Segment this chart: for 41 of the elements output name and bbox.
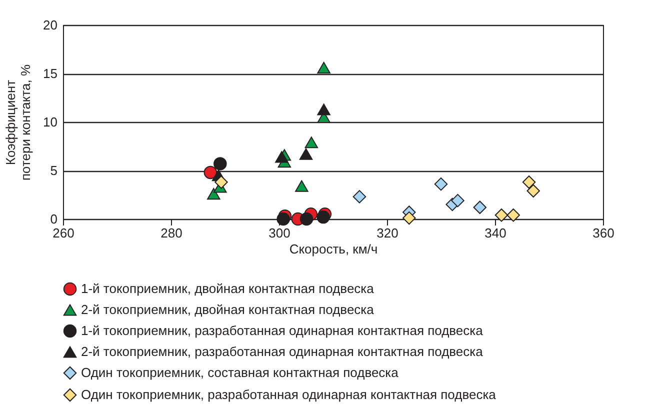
point	[451, 194, 464, 208]
point	[275, 151, 288, 163]
point	[299, 148, 313, 160]
point	[214, 157, 227, 170]
point	[316, 210, 330, 224]
point	[300, 212, 314, 226]
point	[506, 208, 520, 222]
legend-label: 1-й токоприемник, двойная контактная подвеска	[81, 281, 375, 296]
x-tick-label: 340	[484, 226, 506, 240]
point	[207, 188, 220, 200]
x-tick-label: 300	[268, 226, 290, 240]
point	[304, 136, 318, 148]
point	[352, 190, 366, 204]
point	[526, 184, 540, 198]
point	[434, 177, 448, 191]
y-tick-label: 10	[43, 114, 58, 130]
x-axis-title: Скорость, км/ч	[289, 242, 378, 256]
point	[295, 180, 308, 192]
y-tick-label: 20	[43, 18, 58, 32]
point	[204, 166, 218, 180]
legend-label: Один токоприемник, составная контактная подвеска	[81, 365, 400, 380]
x-tick-label: 320	[376, 226, 398, 240]
y-tick-label: 0	[50, 212, 58, 226]
legend-label: 2-й токоприемник, разработанная одинарная контактная подвеска	[81, 344, 484, 359]
legend-label: 1-й токоприемник, разработанная одинарная контактная подвеска	[81, 323, 484, 338]
y-tick-label: 15	[43, 66, 58, 81]
x-tick-label: 280	[160, 226, 182, 240]
point	[214, 176, 228, 189]
legend-label: 2-й токоприемник, двойная контактная подвеска	[81, 302, 375, 317]
x-tick-label: 360	[592, 226, 614, 240]
point	[473, 200, 487, 214]
point	[494, 208, 508, 222]
legend-label: Один токоприемник, разработанная одинарная контактная подвеска	[81, 387, 497, 402]
point	[522, 176, 536, 189]
y-tick-label: 5	[50, 163, 58, 178]
point	[276, 212, 290, 226]
point	[402, 211, 416, 225]
y-axis-title: Коэффициент потери контакта, %	[3, 64, 34, 181]
point	[317, 104, 330, 116]
x-tick-label: 260	[52, 226, 74, 240]
point	[317, 62, 330, 74]
